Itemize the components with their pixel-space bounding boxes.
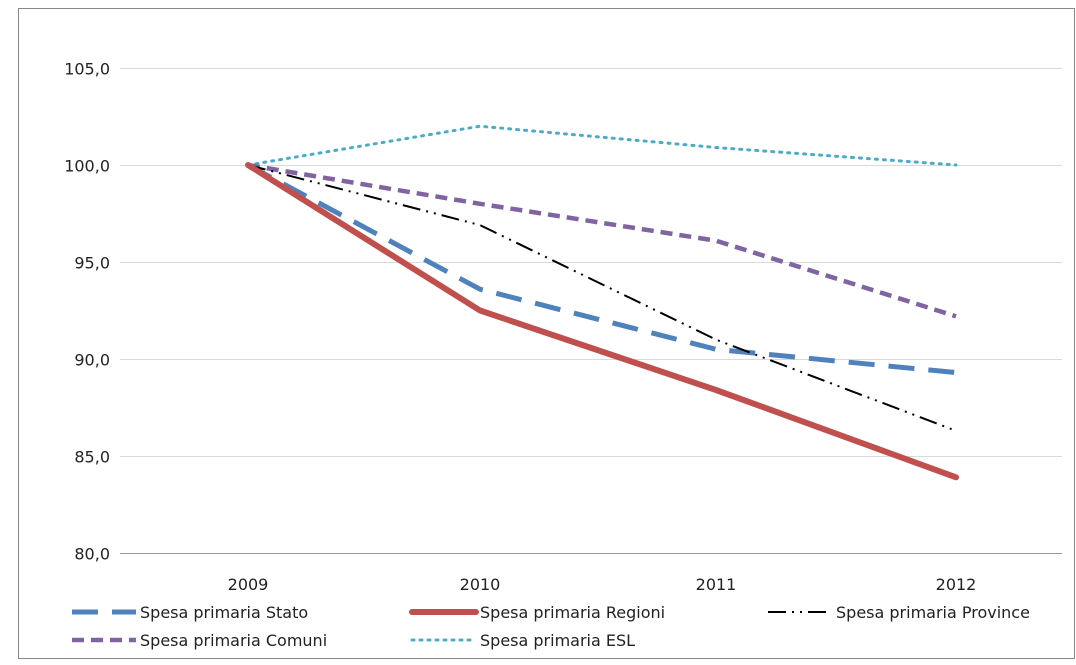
legend-label: Spesa primaria ESL [480, 631, 635, 650]
x-tick-label: 2012 [936, 575, 977, 594]
y-tick-label: 100,0 [64, 157, 110, 176]
y-axis-tick-labels: 80,0 85,0 90,0 95,0 100,0 105,0 [64, 60, 110, 564]
legend-label: Spesa primaria Comuni [140, 631, 327, 650]
series-line-spesa-primaria-province [247, 164, 957, 432]
legend: Spesa primaria Stato Spesa primaria Regio… [72, 603, 1030, 650]
legend-item: Spesa primaria Province [768, 603, 1030, 622]
legend-item: Spesa primaria ESL [410, 631, 635, 650]
series-line-spesa-primaria-regioni [245, 162, 959, 481]
x-tick-label: 2011 [696, 575, 737, 594]
y-tick-label: 105,0 [64, 60, 110, 79]
x-tick-label: 2010 [460, 575, 501, 594]
legend-item: Spesa primaria Comuni [72, 631, 327, 650]
series-line-spesa-primaria-esl [246, 124, 958, 167]
legend-item: Spesa primaria Stato [72, 603, 308, 622]
x-axis-tick-labels: 2009 2010 2011 2012 [228, 575, 977, 594]
legend-label: Spesa primaria Regioni [480, 603, 665, 622]
legend-item: Spesa primaria Regioni [409, 603, 665, 622]
y-tick-label: 80,0 [74, 545, 110, 564]
x-tick-label: 2009 [228, 575, 269, 594]
series-line-spesa-primaria-comuni [247, 162, 957, 319]
y-tick-label: 95,0 [74, 254, 110, 273]
legend-label: Spesa primaria Stato [140, 603, 308, 622]
legend-label: Spesa primaria Province [836, 603, 1030, 622]
series-line-spesa-primaria-stato [246, 162, 957, 376]
series-lines [245, 124, 959, 481]
y-tick-label: 85,0 [74, 448, 110, 467]
y-tick-label: 90,0 [74, 351, 110, 370]
